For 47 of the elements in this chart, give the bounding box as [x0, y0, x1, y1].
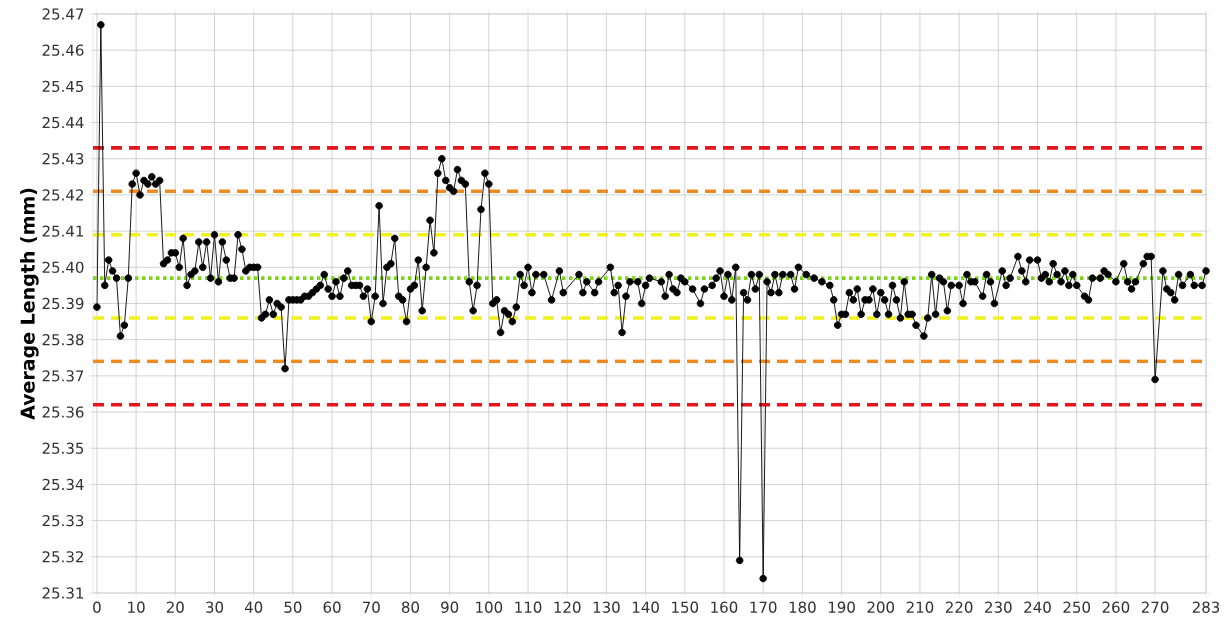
y-tick-label: 25.39: [42, 297, 84, 310]
x-tick-label: 80: [401, 601, 419, 613]
x-tick-label: 220: [945, 601, 973, 613]
y-tick-label: 25.31: [42, 587, 84, 599]
x-tick-label: 10: [128, 601, 145, 613]
y-tick-label: 25.46: [42, 44, 84, 56]
x-tick-label: 283: [1192, 601, 1220, 613]
x-tick-label: 30: [206, 601, 224, 613]
x-tick-label: 100: [476, 601, 503, 613]
x-tick-label: 140: [632, 601, 659, 613]
x-tick-label: 60: [323, 601, 341, 613]
x-tick-label: 70: [362, 601, 380, 613]
x-tick-label: 160: [711, 601, 738, 613]
x-tick-label: 230: [985, 601, 1012, 613]
x-tick-label: 0: [93, 601, 101, 613]
y-tick-label: 25.36: [42, 406, 84, 418]
y-tick-label: 25.35: [42, 442, 84, 454]
x-tick-label: 180: [789, 601, 816, 613]
x-tick-label: 190: [828, 601, 855, 613]
x-tick-label: 50: [284, 601, 302, 613]
y-tick-label: 25.41: [42, 225, 84, 237]
y-tick-label: 25.47: [42, 8, 84, 20]
x-tick-label: 150: [672, 601, 699, 613]
y-tick-label: 25.34: [42, 478, 84, 491]
x-tick-label: 270: [1141, 601, 1169, 613]
x-tick-label: 210: [906, 601, 934, 613]
x-tick-label: 20: [166, 601, 184, 613]
y-axis-title: Average Length (mm): [20, 188, 39, 420]
x-tick-label: 110: [515, 601, 542, 613]
y-tick-label: 25.42: [42, 189, 83, 201]
y-tick-label: 25.44: [42, 116, 84, 129]
x-tick-label: 170: [750, 601, 777, 613]
y-tick-label: 25.40: [42, 261, 84, 273]
x-tick-label: 130: [593, 601, 620, 613]
x-tick-label: 240: [1024, 601, 1051, 613]
y-tick-label: 25.45: [42, 80, 84, 93]
x-tick-label: 250: [1063, 601, 1091, 613]
x-tick-label: 90: [441, 601, 459, 613]
y-tick-label: 25.37: [42, 370, 84, 382]
y-tick-label: 25.38: [42, 334, 84, 346]
x-tick-label: 120: [554, 601, 581, 613]
x-tick-label: 40: [244, 601, 263, 613]
x-tick-label: 260: [1102, 601, 1130, 613]
y-tick-label: 25.32: [42, 551, 83, 563]
y-tick-label: 25.33: [42, 514, 84, 527]
y-tick-label: 25.43: [42, 153, 84, 165]
x-tick-label: 200: [867, 601, 895, 613]
